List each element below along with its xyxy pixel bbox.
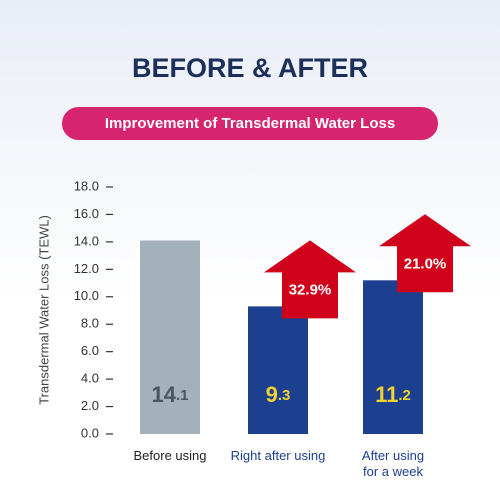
x-tick-label: Right after using bbox=[230, 448, 326, 463]
x-tick-label: Before using bbox=[133, 448, 207, 463]
y-tick-label: 12.0 bbox=[74, 261, 99, 276]
value-label: 9.3 bbox=[266, 382, 291, 407]
value-label: 14.1 bbox=[152, 382, 189, 407]
y-tick-label: 6.0 bbox=[81, 343, 99, 358]
annotation: 32.9% bbox=[289, 281, 332, 298]
annotation: 21.0% bbox=[404, 255, 447, 272]
y-tick-label: 8.0 bbox=[81, 316, 99, 331]
bar bbox=[363, 280, 423, 434]
subtitle-pill bbox=[62, 107, 438, 140]
bar bbox=[248, 306, 308, 434]
bar bbox=[140, 240, 200, 434]
y-tick-label: 0.0 bbox=[81, 425, 99, 440]
y-tick-label: 14.0 bbox=[74, 233, 99, 248]
x-tick-label: After using for a week bbox=[361, 448, 425, 479]
arrow bbox=[264, 240, 356, 319]
chart-subtitle: Improvement of Transdermal Water Loss bbox=[105, 115, 395, 132]
arrow bbox=[379, 214, 471, 293]
y-tick-label: 18.0 bbox=[74, 178, 99, 193]
y-axis-label: Transdermal Water Loss (TEWL) bbox=[36, 215, 51, 405]
chart-title: BEFORE & AFTER bbox=[132, 53, 368, 83]
y-tick-label: 4.0 bbox=[81, 371, 99, 386]
value-label: 11.2 bbox=[375, 382, 411, 407]
y-tick-label: 10.0 bbox=[74, 288, 99, 303]
y-tick-label: 2.0 bbox=[81, 398, 99, 413]
y-tick-label: 16.0 bbox=[74, 206, 99, 221]
